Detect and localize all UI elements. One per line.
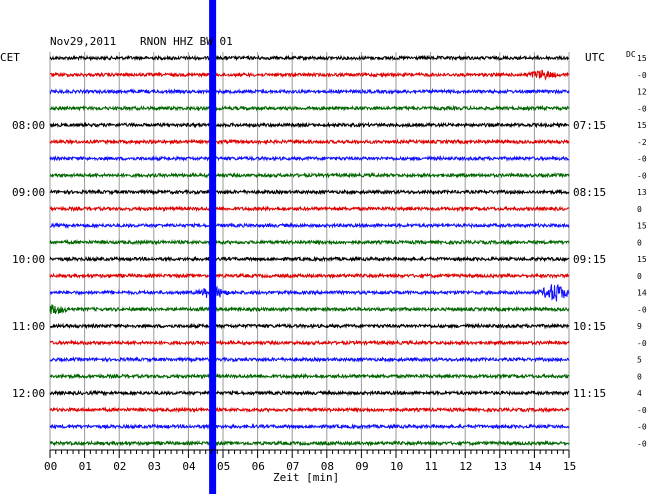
seismic-trace-row-16 [50,322,570,330]
seismic-trace-row-5 [49,138,570,146]
dc-offset-label: -0 [637,155,647,164]
seismic-trace-row-10 [49,222,570,230]
right-time-label: 07:15 [573,119,606,132]
x-tick-label: 01 [79,460,92,473]
dc-offset-label: 5 [637,356,642,365]
x-tick-label: 10 [390,460,403,473]
x-tick-label: 05 [217,460,230,473]
dc-offset-label: 0 [637,205,642,214]
seismic-trace-row-20 [49,389,570,397]
seismic-trace-row-23 [49,439,570,447]
dc-offset-label: -2 [637,138,647,147]
right-timezone-label: UTC [585,51,605,64]
dc-offset-label: -0 [637,171,647,180]
dc-offset-label: 0 [637,272,642,281]
x-tick-label: 09 [355,460,368,473]
dc-offset-label: -0 [637,406,647,415]
seismic-trace-row-18 [49,355,570,363]
x-tick-label: 11 [425,460,438,473]
dc-offset-label: 13 [637,188,647,197]
dc-offset-label: 14 [637,289,647,298]
x-tick-label: 04 [182,460,196,473]
seismic-trace-row-0 [49,54,570,62]
seismic-trace-row-15 [49,304,570,315]
x-tick-label: 07 [286,460,299,473]
seismic-trace-row-19 [49,372,570,380]
dc-offset-label: 9 [637,322,642,331]
dc-offset-label: 15 [637,54,647,63]
seismic-trace-row-7 [49,171,570,179]
label-layer: 08:00 09:00 10:00 11:00 12:00 07:15 08:15 09:15… [12,54,647,448]
dc-offset-label: 15 [637,222,647,231]
left-time-label: 10:00 [12,253,45,266]
x-tick-label: 15 [563,460,576,473]
x-tick-label: 14 [528,460,542,473]
dc-offset-label: 0 [637,238,642,247]
dc-offset-label: 15 [637,255,647,264]
seismic-trace-row-3 [49,104,570,112]
x-axis: 00 01 02 03 04 05 06 07 08 09 10 11 12 13 14 15 [44,449,576,473]
right-time-label: 10:15 [573,320,606,333]
dc-offset-label: -0 [637,439,647,448]
dc-offset-label: 15 [637,121,647,130]
dc-offset-label: 4 [637,389,642,398]
x-tick-label: 06 [252,460,265,473]
left-time-label: 09:00 [12,186,45,199]
dc-offset-label: -0 [637,71,647,80]
seismic-trace-row-2 [49,87,570,96]
dc-offset-label: 12 [637,88,647,97]
left-timezone-label: CET [0,51,20,64]
dc-offset-label: 0 [637,372,642,381]
left-time-label: 12:00 [12,387,45,400]
right-time-label: 11:15 [573,387,606,400]
seismic-trace-row-11 [49,238,570,246]
left-time-label: 11:00 [12,320,45,333]
time-marker-bar [209,0,217,494]
x-tick-label: 00 [44,460,57,473]
seismic-trace-row-14 [49,284,570,302]
x-tick-label: 08 [321,460,334,473]
chart-title-date: Nov29,2011 [50,35,116,48]
trace-layer [49,54,570,447]
dc-offset-label: -0 [637,339,647,348]
dc-offset-label: -0 [637,423,647,432]
seismic-trace-row-1 [49,69,570,81]
chart-title-station: RNON HHZ BW 01 [140,35,233,48]
dc-offset-label: -0 [637,305,647,314]
right-time-label: 09:15 [573,253,606,266]
seismic-trace-row-22 [49,422,570,430]
dc-offset-label: -0 [637,104,647,113]
x-tick-label: 12 [459,460,472,473]
seismic-trace-row-4 [49,121,569,129]
seismic-trace-row-6 [49,155,570,162]
grid-layer [49,52,570,450]
x-tick-label: 03 [148,460,161,473]
seismic-trace-row-9 [50,205,570,213]
seismic-trace-row-13 [49,272,570,280]
x-tick-label: 13 [494,460,507,473]
seismic-trace-row-21 [49,406,570,414]
left-time-label: 08:00 [12,119,45,132]
dc-label: DC [626,50,636,59]
x-axis-label: Zeit [min] [273,471,339,484]
seismic-trace-row-12 [49,255,570,263]
seismic-trace-row-17 [49,339,570,347]
x-tick-label: 02 [113,460,126,473]
right-time-label: 08:15 [573,186,606,199]
seismic-trace-row-8 [49,188,570,196]
